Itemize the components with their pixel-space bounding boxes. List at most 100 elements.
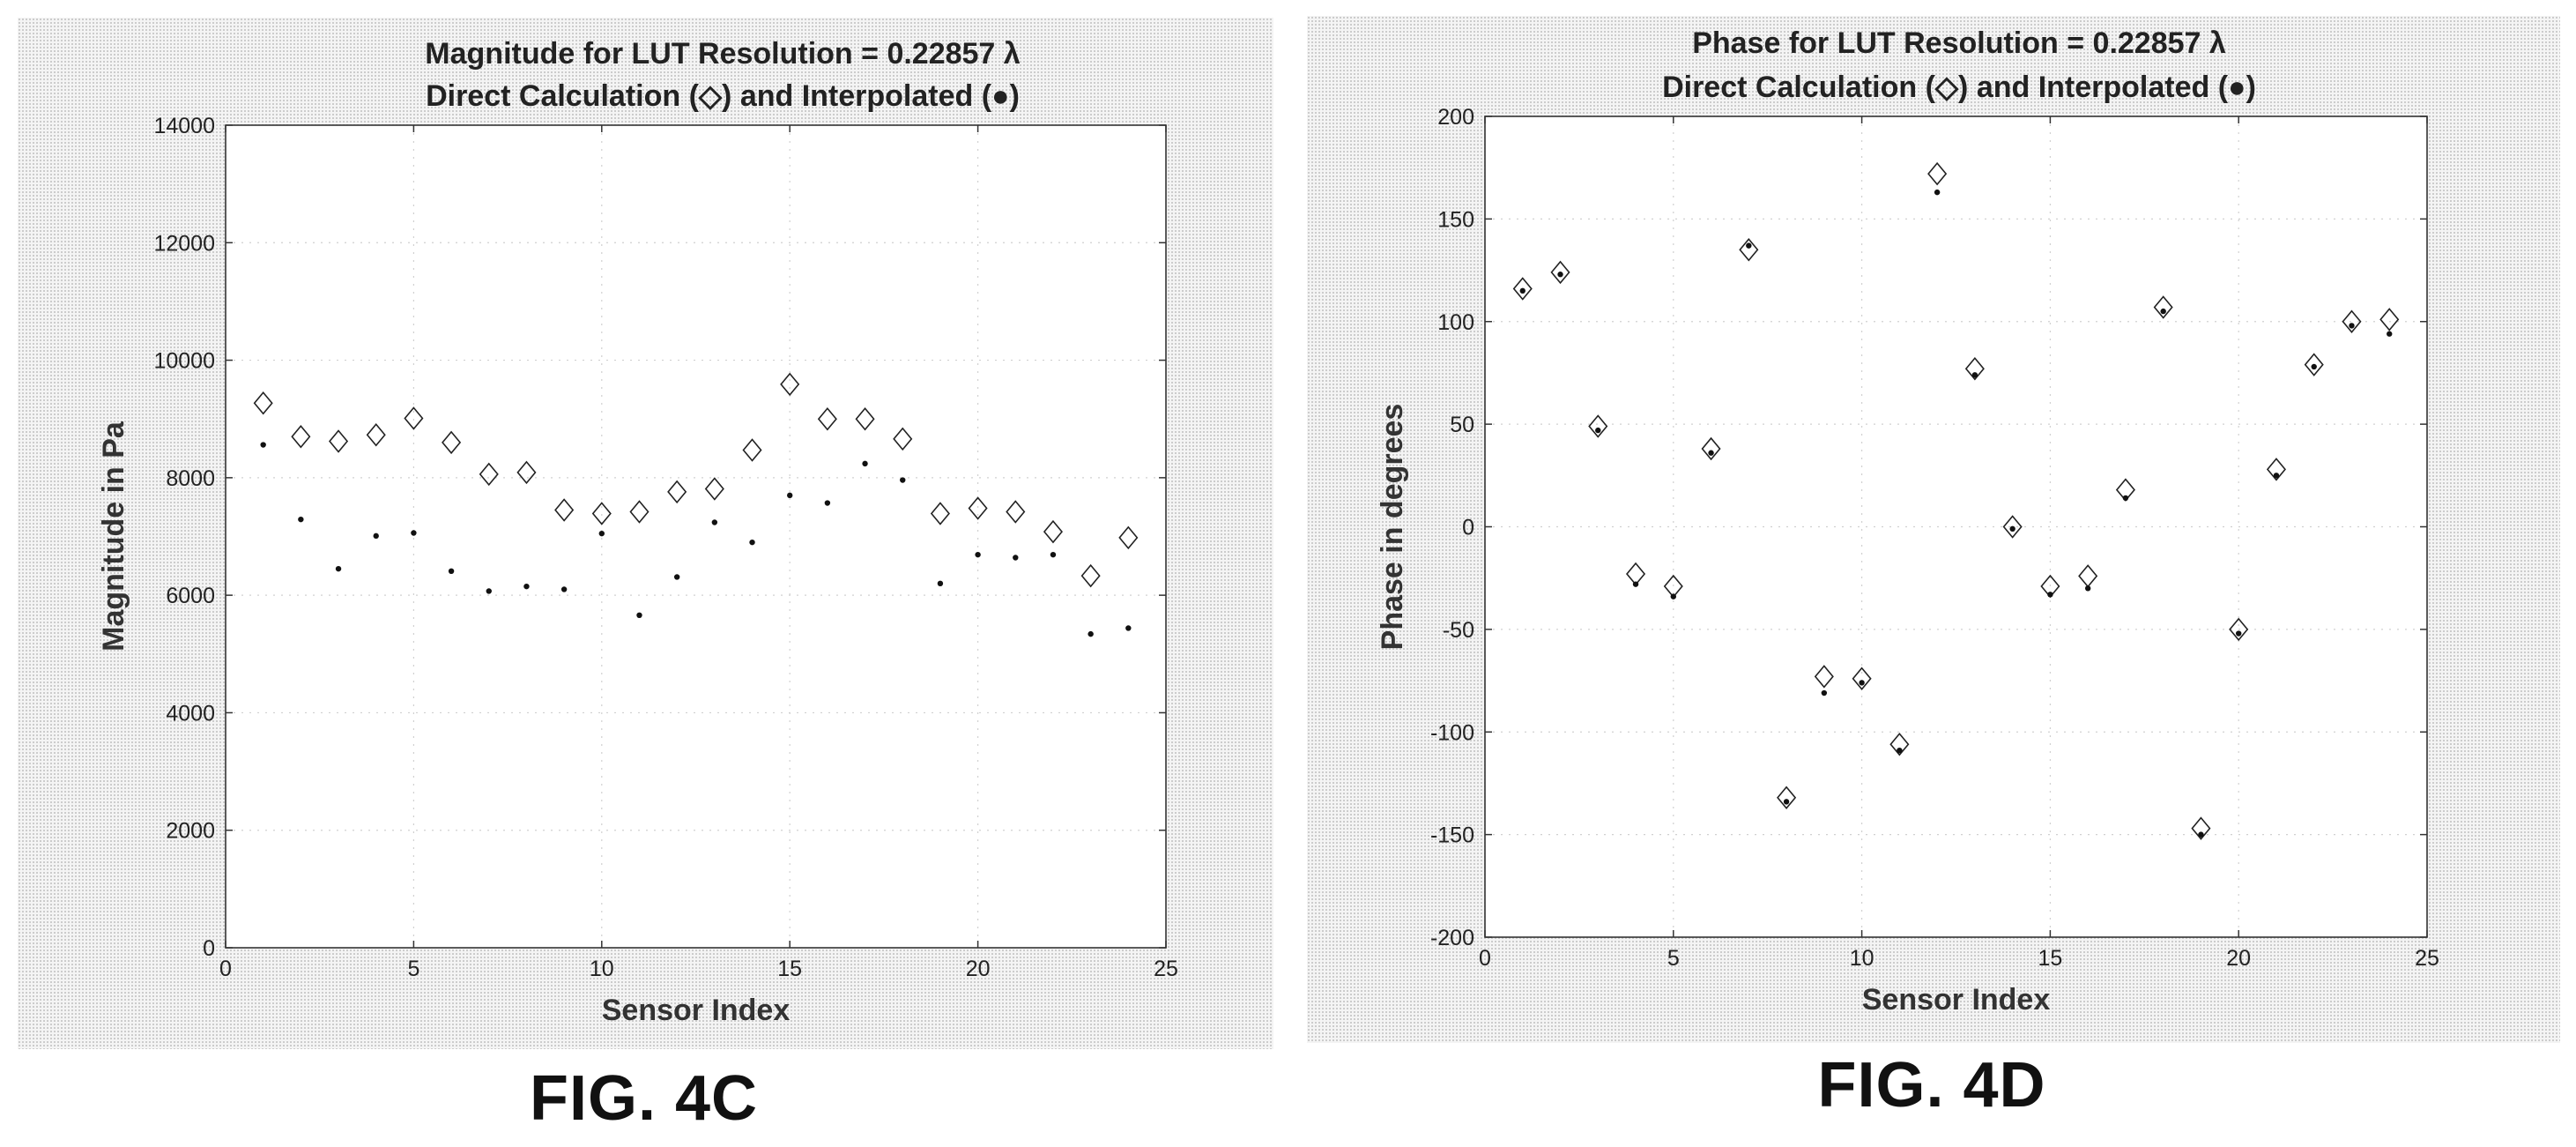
dot-marker — [937, 580, 944, 587]
diamond-marker — [1006, 500, 1026, 524]
dot-marker — [636, 612, 642, 619]
diamond-marker — [855, 406, 875, 431]
diamond-marker — [1512, 277, 1533, 301]
dot-marker — [373, 533, 379, 540]
figure-label: FIG. 4D — [1817, 1050, 2046, 1121]
diamond-marker — [253, 391, 273, 415]
dot-marker — [486, 588, 492, 594]
plot-area — [226, 125, 1166, 948]
dot-marker — [1013, 555, 1019, 561]
ticks: 0 5 10 15 20 25 0 2000 4000 6000 8000 10000 12000 140… — [153, 114, 1177, 981]
dot-marker — [1783, 799, 1790, 805]
dot-marker — [1859, 680, 1865, 686]
diamond-marker — [1080, 563, 1101, 588]
dot-marker — [787, 492, 793, 499]
y-tick-label: 200 — [1437, 105, 1474, 130]
figure-label: FIG. 4C — [529, 1063, 759, 1134]
diamond-marker — [817, 406, 837, 431]
dot-marker — [711, 519, 718, 525]
dot-marker — [598, 530, 605, 537]
diamond-marker — [404, 406, 424, 430]
dot-marker — [900, 477, 906, 483]
dot-marker — [1519, 287, 1526, 294]
diamond-marker — [479, 462, 499, 487]
y-tick-label: 2000 — [166, 819, 215, 844]
diamond-marker — [1814, 665, 1834, 689]
y-tick-label: 12000 — [153, 231, 215, 256]
y-tick-label: 6000 — [166, 584, 215, 608]
y-tick-label: -200 — [1430, 926, 1474, 950]
dot-marker — [1934, 189, 1941, 196]
y-tick-label: 10000 — [153, 349, 215, 374]
dot-marker — [411, 530, 417, 536]
x-tick-label: 10 — [590, 957, 614, 981]
ticks: 0 5 10 15 20 25 -200 -150 -100 -50 0 50 100 150 200 — [1430, 105, 2439, 971]
diamond-marker — [1927, 161, 1948, 186]
series-direct-calculation — [253, 372, 1139, 588]
dot-marker — [1708, 450, 1714, 456]
x-tick-label: 15 — [2038, 946, 2062, 971]
dot-marker — [260, 442, 266, 448]
x-tick-label: 25 — [1154, 957, 1178, 981]
diamond-marker — [1550, 260, 1570, 285]
axes-box — [225, 124, 1167, 949]
y-axis-label: Phase in degrees — [1376, 404, 1409, 651]
y-tick-label: 0 — [1462, 516, 1474, 540]
dot-marker — [1595, 427, 1601, 434]
diamond-marker — [554, 498, 575, 522]
diamond-marker — [1739, 238, 1759, 262]
dot-marker — [2160, 308, 2166, 315]
diamond-marker — [1701, 436, 1721, 461]
magnitude-chart: 0 5 10 15 20 25 0 2000 4000 6000 8000 10000 12000 140… — [97, 37, 1178, 1027]
dot-marker — [2387, 331, 2393, 337]
dot-marker — [1632, 581, 1639, 587]
x-tick-label: 20 — [2226, 946, 2251, 971]
diamond-marker — [2002, 515, 2023, 539]
dot-marker — [1821, 689, 1828, 696]
dot-marker — [2122, 495, 2129, 502]
chart-title: Phase for LUT Resolution = 0.22857 λ — [1692, 26, 2226, 60]
chart-subtitle: Direct Calculation (◇) and Interpolated … — [426, 79, 1020, 113]
diamond-marker — [2304, 353, 2324, 376]
figure-4d: 0 5 10 15 20 25 -200 -150 -100 -50 0 50 100 150 200 Pha… — [1288, 0, 2576, 1147]
diamond-marker — [930, 502, 950, 525]
diamond-marker — [591, 502, 612, 525]
dot-marker — [975, 551, 981, 558]
phase-chart: 0 5 10 15 20 25 -200 -150 -100 -50 0 50 100 150 200 Pha… — [1376, 26, 2439, 1017]
x-tick-label: 20 — [966, 957, 991, 981]
diamond-marker — [2229, 617, 2249, 642]
diamond-marker — [516, 460, 537, 485]
diamond-marker — [366, 422, 386, 447]
dot-marker — [2273, 473, 2280, 479]
dot-marker — [523, 583, 530, 590]
diamond-marker — [1118, 525, 1139, 550]
diamond-marker — [893, 427, 913, 451]
diamond-marker — [780, 372, 800, 397]
grid — [1485, 116, 2427, 937]
x-tick-label: 10 — [1850, 946, 1874, 971]
y-tick-label: 0 — [203, 936, 215, 961]
dot-marker — [2349, 323, 2355, 329]
x-tick-label: 5 — [407, 957, 419, 981]
dot-marker — [749, 539, 755, 546]
dot-marker — [2236, 630, 2242, 637]
diamond-marker — [2379, 308, 2400, 331]
diamond-marker — [1588, 414, 1608, 438]
y-tick-label: -100 — [1430, 720, 1474, 745]
y-tick-label: -50 — [1443, 618, 1474, 643]
series-interpolated — [1519, 189, 2393, 838]
y-axis-label: Magnitude in Pa — [97, 421, 130, 652]
dot-marker — [1746, 242, 1752, 249]
dot-marker — [1897, 747, 1903, 754]
diamond-marker — [291, 424, 311, 449]
dot-marker — [1557, 272, 1563, 278]
diamond-marker — [1777, 786, 1797, 809]
dot-marker — [1971, 372, 1978, 378]
x-axis-label: Sensor Index — [602, 994, 791, 1027]
diamond-marker — [1043, 519, 1064, 544]
dot-marker — [298, 516, 304, 523]
dot-marker — [1670, 593, 1676, 600]
y-tick-label: 8000 — [166, 466, 215, 491]
diamond-marker — [2342, 309, 2362, 333]
dot-marker — [2198, 831, 2204, 838]
